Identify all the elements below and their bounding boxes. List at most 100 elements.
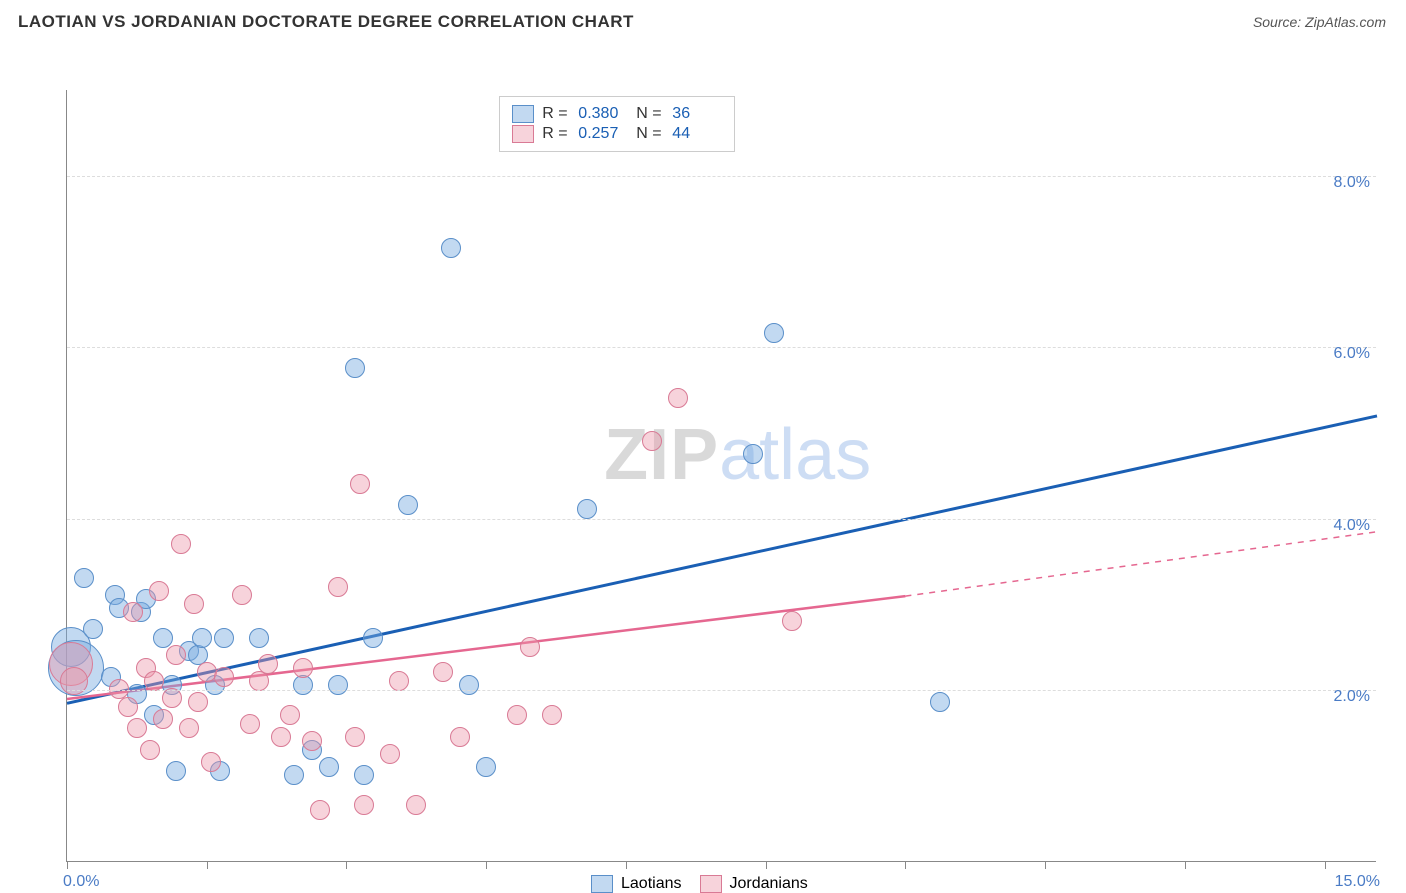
- scatter-point: [328, 577, 348, 597]
- scatter-point: [398, 495, 418, 515]
- scatter-point: [542, 705, 562, 725]
- scatter-point: [459, 675, 479, 695]
- x-tick: [67, 861, 68, 869]
- scatter-point: [232, 585, 252, 605]
- legend-r-label: R =: [542, 105, 570, 123]
- scatter-point: [476, 757, 496, 777]
- scatter-point: [350, 474, 370, 494]
- scatter-point: [520, 637, 540, 657]
- scatter-point: [345, 727, 365, 747]
- legend-n-label: N =: [636, 125, 664, 143]
- scatter-point: [302, 731, 322, 751]
- scatter-point: [140, 740, 160, 760]
- plot-area: ZIPatlas R =0.380N =36R =0.257N =44 2.0%…: [66, 90, 1376, 862]
- scatter-point: [930, 692, 950, 712]
- scatter-point: [201, 752, 221, 772]
- legend-r-value: 0.257: [578, 125, 628, 143]
- series-legend: Laotians Jordanians: [591, 875, 808, 893]
- x-tick: [207, 861, 208, 869]
- legend-swatch: [512, 105, 534, 123]
- gridline-h: [67, 176, 1376, 177]
- legend-swatch: [591, 875, 613, 893]
- y-tick-label: 2.0%: [1334, 688, 1370, 706]
- x-tick: [1045, 861, 1046, 869]
- scatter-point: [214, 628, 234, 648]
- scatter-point: [144, 671, 164, 691]
- chart-title: LAOTIAN VS JORDANIAN DOCTORATE DEGREE CO…: [18, 12, 634, 32]
- scatter-points: [67, 90, 1376, 861]
- scatter-point: [214, 667, 234, 687]
- scatter-point: [271, 727, 291, 747]
- x-max-label: 15.0%: [1335, 873, 1380, 891]
- gridline-h: [67, 347, 1376, 348]
- x-tick: [346, 861, 347, 869]
- scatter-point: [166, 645, 186, 665]
- chart-header: LAOTIAN VS JORDANIAN DOCTORATE DEGREE CO…: [0, 0, 1406, 40]
- scatter-point: [184, 594, 204, 614]
- source-prefix: Source:: [1253, 14, 1305, 30]
- scatter-point: [743, 444, 763, 464]
- scatter-point: [642, 431, 662, 451]
- scatter-point: [192, 628, 212, 648]
- scatter-point: [764, 323, 784, 343]
- scatter-point: [74, 568, 94, 588]
- scatter-point: [179, 718, 199, 738]
- x-min-label: 0.0%: [63, 873, 99, 891]
- scatter-point: [166, 761, 186, 781]
- legend-n-value: 44: [672, 125, 722, 143]
- scatter-point: [240, 714, 260, 734]
- scatter-point: [293, 675, 313, 695]
- x-tick: [766, 861, 767, 869]
- legend-n-label: N =: [636, 105, 664, 123]
- legend-r-value: 0.380: [578, 105, 628, 123]
- scatter-point: [668, 388, 688, 408]
- legend-series-label: Laotians: [621, 875, 682, 893]
- y-tick-label: 6.0%: [1334, 345, 1370, 363]
- scatter-point: [258, 654, 278, 674]
- legend-swatch: [700, 875, 722, 893]
- scatter-point: [188, 692, 208, 712]
- scatter-point: [171, 534, 191, 554]
- scatter-point: [363, 628, 383, 648]
- source-attribution: Source: ZipAtlas.com: [1253, 14, 1386, 30]
- scatter-point: [280, 705, 300, 725]
- legend-swatch: [512, 125, 534, 143]
- x-tick: [1325, 861, 1326, 869]
- x-tick: [626, 861, 627, 869]
- legend-series-label: Jordanians: [730, 875, 808, 893]
- y-tick-label: 4.0%: [1334, 517, 1370, 535]
- legend-row: R = 0.257 N = 44: [512, 125, 722, 143]
- gridline-h: [67, 690, 1376, 691]
- scatter-point: [293, 658, 313, 678]
- legend-row: R = 0.380 N = 36: [512, 105, 722, 123]
- scatter-point: [249, 628, 269, 648]
- legend-item: Laotians: [591, 875, 682, 893]
- scatter-point: [441, 238, 461, 258]
- correlation-legend: R = 0.380 N = 36 R = 0.257 N = 44: [499, 96, 735, 152]
- scatter-point: [149, 581, 169, 601]
- scatter-point: [433, 662, 453, 682]
- legend-r-label: R =: [542, 125, 570, 143]
- x-tick: [905, 861, 906, 869]
- scatter-point: [249, 671, 269, 691]
- scatter-point: [153, 709, 173, 729]
- scatter-point: [83, 619, 103, 639]
- scatter-point: [310, 800, 330, 820]
- scatter-point: [328, 675, 348, 695]
- scatter-point: [389, 671, 409, 691]
- x-tick: [1185, 861, 1186, 869]
- scatter-point: [782, 611, 802, 631]
- scatter-point: [380, 744, 400, 764]
- scatter-point: [284, 765, 304, 785]
- scatter-point: [577, 499, 597, 519]
- legend-item: Jordanians: [700, 875, 808, 893]
- scatter-point: [153, 628, 173, 648]
- y-tick-label: 8.0%: [1334, 174, 1370, 192]
- scatter-point: [345, 358, 365, 378]
- scatter-point: [354, 765, 374, 785]
- source-link[interactable]: ZipAtlas.com: [1305, 14, 1386, 30]
- legend-n-value: 36: [672, 105, 722, 123]
- scatter-point: [507, 705, 527, 725]
- scatter-point: [319, 757, 339, 777]
- scatter-point: [123, 602, 143, 622]
